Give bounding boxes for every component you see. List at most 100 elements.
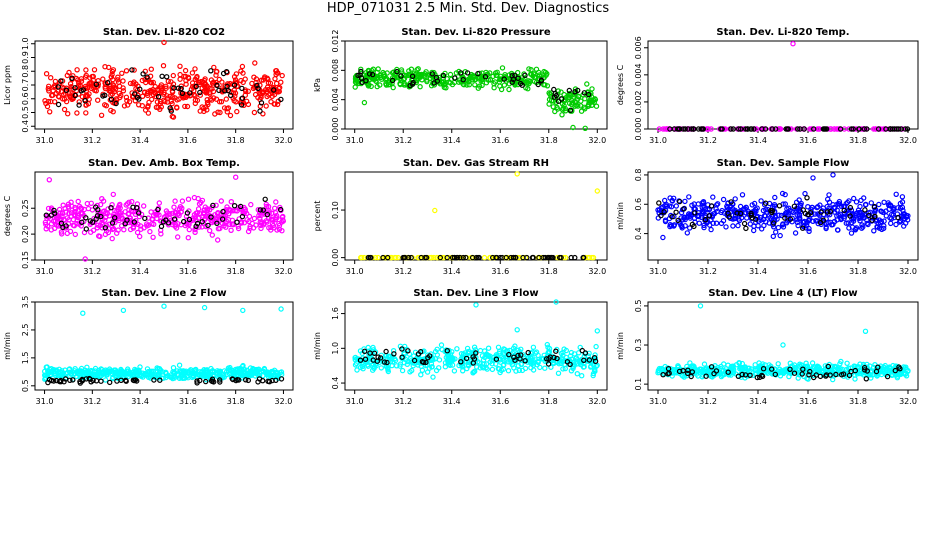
- data-point: [260, 368, 266, 375]
- data-point: [545, 361, 552, 367]
- data-point: [836, 126, 842, 132]
- data-point: [794, 212, 800, 218]
- data-point: [551, 86, 557, 93]
- data-point: [223, 96, 229, 102]
- data-point: [818, 209, 824, 215]
- data-point: [378, 365, 384, 371]
- data-point: [834, 207, 840, 213]
- data-point: [776, 203, 783, 209]
- data-point: [702, 216, 709, 223]
- data-point: [421, 348, 427, 354]
- data-point: [856, 215, 862, 222]
- data-point: [506, 351, 512, 358]
- data-point: [682, 126, 688, 132]
- data-point: [58, 379, 64, 385]
- data-point: [78, 365, 85, 372]
- data-point: [871, 203, 878, 210]
- data-point: [526, 66, 532, 72]
- data-point: [791, 370, 798, 376]
- data-point: [432, 348, 439, 355]
- data-point: [800, 207, 807, 213]
- data-point: [274, 215, 280, 221]
- data-point: [743, 126, 749, 132]
- data-point: [370, 367, 376, 373]
- data-point: [60, 96, 66, 102]
- data-point: [116, 217, 122, 224]
- data-point: [197, 92, 203, 98]
- data-point: [67, 377, 73, 383]
- plot-frame: [344, 171, 608, 261]
- data-point: [578, 361, 584, 368]
- data-point: [399, 346, 405, 352]
- y-tick-label: 2.5: [21, 324, 30, 337]
- data-point: [188, 367, 194, 373]
- data-point: [878, 208, 885, 215]
- data-point: [149, 216, 155, 222]
- data-point: [60, 370, 66, 376]
- data-point: [208, 68, 214, 74]
- data-point: [224, 83, 230, 90]
- data-point: [164, 93, 170, 99]
- data-point: [268, 224, 274, 231]
- data-point: [180, 371, 187, 377]
- series-subset: [660, 363, 903, 382]
- data-point: [542, 82, 548, 88]
- y-axis-label: degrees C: [3, 195, 12, 236]
- data-point: [714, 202, 720, 208]
- data-point: [63, 223, 69, 229]
- data-point: [63, 371, 69, 377]
- data-point: [835, 227, 841, 233]
- data-point: [864, 217, 870, 223]
- y-tick-label: 0.1: [634, 378, 643, 391]
- data-point: [824, 209, 831, 215]
- data-point: [228, 198, 234, 205]
- data-point: [214, 220, 220, 226]
- data-point: [48, 372, 54, 378]
- data-point: [892, 367, 899, 374]
- x-tick-label: 31.2: [699, 136, 717, 145]
- y-tick-label: 0.6: [634, 198, 643, 211]
- data-point: [47, 109, 53, 115]
- data-point: [459, 354, 465, 360]
- data-point: [196, 372, 203, 379]
- data-point: [167, 105, 173, 111]
- data-point: [525, 85, 531, 92]
- y-tick-label: 1.0: [331, 342, 340, 355]
- data-point: [433, 367, 440, 374]
- data-point: [515, 75, 521, 82]
- data-point: [899, 194, 906, 200]
- data-point: [409, 367, 415, 374]
- data-point: [113, 100, 119, 107]
- data-point: [418, 372, 424, 378]
- data-point: [888, 220, 894, 227]
- data-point: [446, 359, 453, 365]
- data-point: [211, 64, 217, 71]
- data-point: [794, 219, 801, 226]
- data-point: [74, 67, 80, 73]
- data-point: [872, 213, 878, 220]
- y-tick-label: 0.008: [331, 59, 340, 82]
- data-point: [123, 202, 129, 208]
- data-point: [179, 198, 186, 204]
- data-point: [93, 216, 99, 222]
- data-point: [771, 220, 777, 226]
- data-point: [696, 220, 703, 226]
- data-point: [142, 215, 148, 222]
- x-tick-label: 31.2: [394, 136, 412, 145]
- data-point: [383, 82, 390, 88]
- data-point: [51, 378, 57, 384]
- data-point: [567, 107, 574, 114]
- data-point: [419, 367, 426, 373]
- data-point: [479, 82, 485, 89]
- data-point: [156, 375, 163, 381]
- x-tick-label: 31.4: [131, 267, 149, 276]
- data-point: [844, 360, 850, 366]
- data-point: [767, 215, 773, 221]
- data-point: [472, 74, 478, 80]
- data-point: [139, 93, 146, 100]
- outlier-point: [82, 256, 88, 262]
- data-point: [583, 356, 590, 363]
- data-point: [417, 83, 423, 90]
- data-point: [529, 354, 535, 360]
- data-point: [59, 78, 66, 84]
